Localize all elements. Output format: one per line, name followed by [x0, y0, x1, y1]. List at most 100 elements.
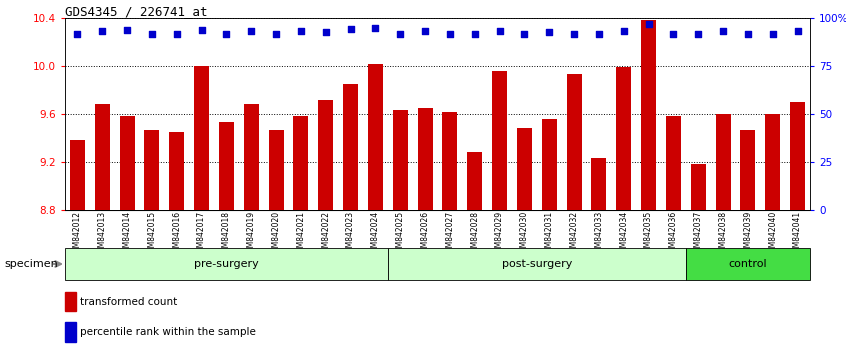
Point [568, 31, 581, 36]
Bar [790, 102, 805, 210]
Point [269, 31, 283, 36]
Bar [616, 67, 631, 210]
Bar [766, 114, 780, 210]
Text: control: control [728, 259, 767, 269]
Text: GSM842014: GSM842014 [123, 211, 132, 257]
Point [691, 31, 705, 36]
Point [393, 31, 407, 36]
Text: GSM842022: GSM842022 [321, 211, 330, 257]
FancyBboxPatch shape [65, 248, 387, 280]
Point [319, 30, 332, 35]
Bar [641, 21, 656, 210]
Text: GSM842038: GSM842038 [718, 211, 728, 257]
Point [244, 28, 258, 34]
Point [195, 27, 208, 33]
Bar [269, 130, 283, 210]
Point [791, 28, 805, 34]
Text: specimen: specimen [4, 259, 58, 269]
Point [71, 31, 85, 36]
Text: GSM842034: GSM842034 [619, 211, 629, 257]
Point [369, 25, 382, 30]
Point [717, 28, 730, 34]
Text: GSM842020: GSM842020 [272, 211, 281, 257]
Bar [119, 116, 135, 210]
Point [343, 26, 357, 32]
Bar [95, 104, 110, 210]
Bar [169, 132, 184, 210]
Point [766, 31, 779, 36]
Text: transformed count: transformed count [80, 297, 178, 307]
FancyBboxPatch shape [387, 248, 686, 280]
Text: GDS4345 / 226741_at: GDS4345 / 226741_at [65, 5, 207, 18]
Text: GSM842036: GSM842036 [669, 211, 678, 257]
Bar [740, 130, 755, 210]
Point [418, 28, 431, 34]
Bar [541, 119, 557, 210]
Point [592, 31, 606, 36]
Bar [517, 129, 532, 210]
Bar [343, 84, 358, 210]
Text: GSM842026: GSM842026 [420, 211, 430, 257]
Bar [244, 104, 259, 210]
Bar [194, 66, 209, 210]
Bar [418, 108, 432, 210]
Text: GSM842028: GSM842028 [470, 211, 479, 257]
Bar [65, 322, 76, 342]
Text: GSM842040: GSM842040 [768, 211, 777, 257]
Text: GSM842033: GSM842033 [595, 211, 603, 257]
Point [741, 31, 755, 36]
Text: percentile rank within the sample: percentile rank within the sample [80, 327, 256, 337]
Point [642, 21, 656, 27]
Text: GSM842015: GSM842015 [147, 211, 157, 257]
Bar [368, 64, 383, 210]
Bar [318, 99, 333, 210]
Point [542, 30, 556, 35]
Text: pre-surgery: pre-surgery [194, 259, 259, 269]
Point [468, 31, 481, 36]
Bar [716, 114, 731, 210]
Text: GSM842031: GSM842031 [545, 211, 554, 257]
Bar [567, 74, 581, 210]
Point [667, 31, 680, 36]
Text: post-surgery: post-surgery [502, 259, 572, 269]
Point [617, 28, 630, 34]
Bar [442, 112, 458, 210]
Bar [467, 153, 482, 210]
Bar [492, 71, 507, 210]
Text: GSM842025: GSM842025 [396, 211, 404, 257]
Point [443, 31, 457, 36]
Point [493, 28, 507, 34]
Bar [219, 122, 233, 210]
Bar [393, 110, 408, 210]
Bar [70, 141, 85, 210]
Bar [591, 158, 607, 210]
Text: GSM842012: GSM842012 [73, 211, 82, 257]
Bar [145, 130, 159, 210]
Bar [294, 116, 308, 210]
Text: GSM842041: GSM842041 [793, 211, 802, 257]
Text: GSM842029: GSM842029 [495, 211, 504, 257]
Point [170, 31, 184, 36]
FancyBboxPatch shape [686, 248, 810, 280]
Text: GSM842023: GSM842023 [346, 211, 355, 257]
Text: GSM842017: GSM842017 [197, 211, 206, 257]
Bar [65, 292, 76, 311]
Text: GSM842016: GSM842016 [173, 211, 181, 257]
Text: GSM842037: GSM842037 [694, 211, 703, 257]
Point [120, 27, 134, 33]
Text: GSM842039: GSM842039 [744, 211, 752, 257]
Text: GSM842032: GSM842032 [569, 211, 579, 257]
Text: GSM842019: GSM842019 [247, 211, 255, 257]
Text: GSM842018: GSM842018 [222, 211, 231, 257]
Text: GSM842035: GSM842035 [644, 211, 653, 257]
Text: GSM842021: GSM842021 [296, 211, 305, 257]
Bar [666, 116, 681, 210]
Point [146, 31, 159, 36]
Text: GSM842027: GSM842027 [445, 211, 454, 257]
Text: GSM842013: GSM842013 [98, 211, 107, 257]
Text: GSM842024: GSM842024 [371, 211, 380, 257]
Point [220, 31, 233, 36]
Point [518, 31, 531, 36]
Text: GSM842030: GSM842030 [520, 211, 529, 257]
Point [96, 28, 109, 34]
